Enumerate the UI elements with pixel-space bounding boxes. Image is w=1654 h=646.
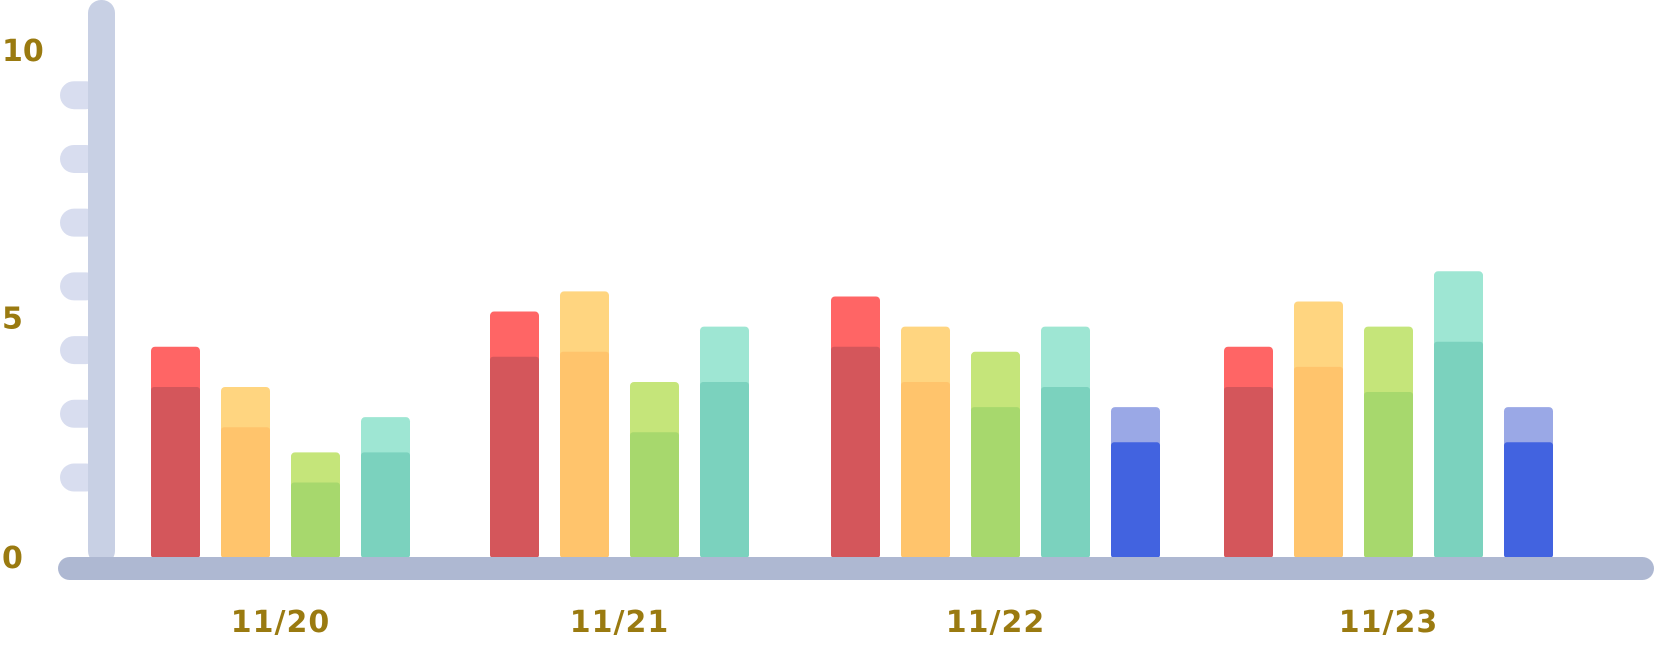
- bar-lower-segment: [1224, 386, 1273, 558]
- bar-lower-segment: [1111, 442, 1160, 558]
- y-axis-line: [88, 0, 115, 564]
- bar-lower-segment: [490, 356, 539, 558]
- y-axis: [60, 0, 115, 564]
- bar-lower-segment: [221, 427, 270, 558]
- bar-lower-segment: [831, 346, 880, 558]
- x-tick-label: 11/21: [570, 605, 669, 640]
- y-tick-label: 10: [2, 34, 44, 69]
- bar-lower-segment: [1504, 442, 1553, 558]
- axis-labels: 0 5 10 11/20 11/21 11/22 11/23: [2, 34, 1438, 640]
- bar-lower-segment: [291, 482, 340, 558]
- bar-lower-segment: [901, 381, 950, 558]
- bars: [151, 271, 1553, 558]
- bar-lower-segment: [151, 386, 200, 558]
- y-tick-label: 0: [2, 541, 23, 576]
- x-tick-label: 11/20: [231, 605, 330, 640]
- x-tick-label: 11/23: [1339, 605, 1438, 640]
- bar-lower-segment: [361, 452, 410, 558]
- bar-lower-segment: [630, 432, 679, 558]
- bar-lower-segment: [700, 381, 749, 558]
- bar-lower-segment: [1294, 366, 1343, 558]
- bar-lower-segment: [1364, 392, 1413, 558]
- x-axis: [58, 557, 1654, 580]
- x-axis-baseline: [58, 557, 1654, 580]
- bar-lower-segment: [1434, 341, 1483, 558]
- bar-lower-segment: [971, 407, 1020, 558]
- x-tick-label: 11/22: [946, 605, 1045, 640]
- bar-lower-segment: [560, 351, 609, 558]
- bar-lower-segment: [1041, 386, 1090, 558]
- y-tick-label: 5: [2, 302, 23, 337]
